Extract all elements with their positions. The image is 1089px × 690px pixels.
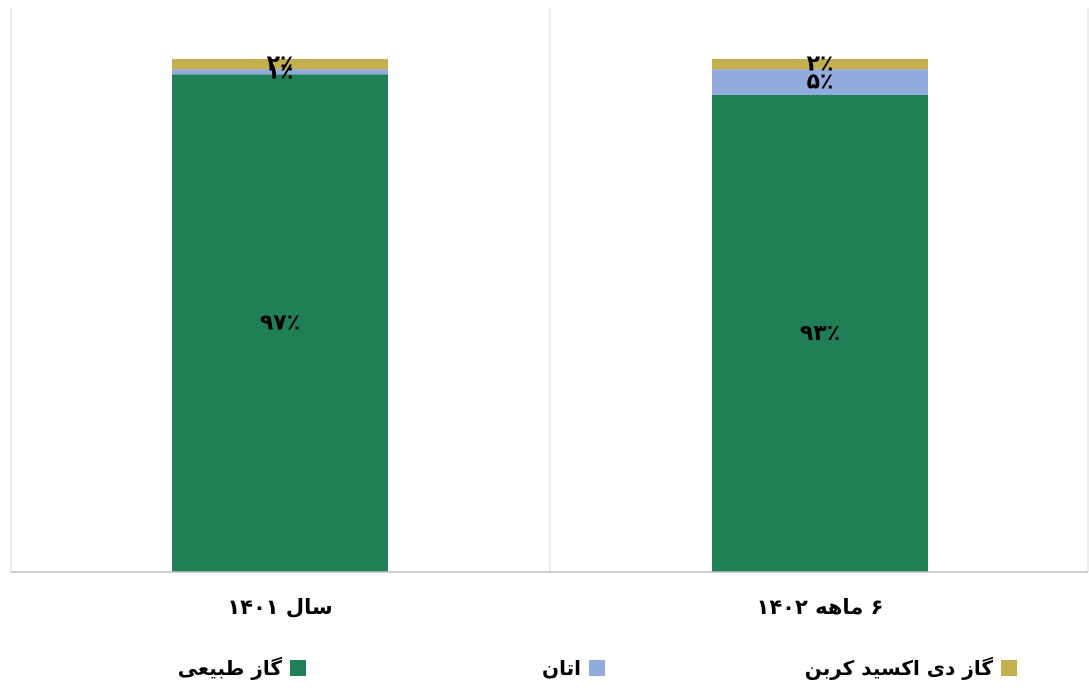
bar-segment-1-0 (172, 69, 388, 75)
legend-item-ethane: اتان (542, 656, 605, 680)
data-label-2-0: ۲٪ (267, 52, 294, 77)
legend-label-ethane: اتان (542, 656, 581, 680)
legend-swatch-co2 (1001, 660, 1017, 676)
bars-layer (172, 59, 928, 572)
legend-label-co2: گاز دی اکسید کربن (804, 656, 993, 680)
bar-segment-2-0 (172, 59, 388, 70)
category-label-1: ۶ ماهه ۱۴۰۲ (757, 595, 884, 619)
category-labels-layer: سال ۱۴۰۱ ۶ ماهه ۱۴۰۲ (227, 595, 883, 619)
data-label-1-0: ۱٪ (267, 59, 294, 84)
legend-item-co2: گاز دی اکسید کربن (805, 656, 1017, 680)
bar-segment-0-1 (712, 94, 928, 572)
legend-item-natural-gas: گاز طبیعی (178, 656, 306, 680)
bar-segment-1-1 (712, 69, 928, 95)
data-labels-layer: ۹۷٪۱٪۲٪۹۳٪۵٪۲٪ (260, 52, 840, 346)
stacked-bar-chart: ۹۷٪۱٪۲٪۹۳٪۵٪۲٪ سال ۱۴۰۱ ۶ ماهه ۱۴۰۲ (10, 8, 1089, 619)
legend-swatch-natural-gas (290, 660, 306, 676)
legend-label-natural-gas: گاز طبیعی (177, 656, 282, 680)
bar-segment-2-1 (712, 59, 928, 70)
bar-segment-0-0 (172, 74, 388, 572)
data-label-0-1: ۹۳٪ (800, 321, 840, 346)
legend-swatch-ethane (589, 660, 605, 676)
data-label-0-0: ۹۷٪ (260, 311, 300, 336)
plot-frame (10, 8, 1089, 572)
data-label-1-1: ۵٪ (807, 70, 834, 95)
category-label-0: سال ۱۴۰۱ (227, 595, 332, 619)
legend: گاز طبیعی اتان گاز دی اکسید کربن (0, 656, 1089, 686)
data-label-2-1: ۲٪ (807, 52, 834, 77)
